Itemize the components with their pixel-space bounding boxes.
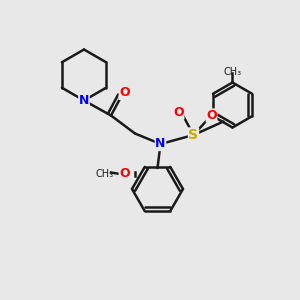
Text: CH₃: CH₃: [96, 169, 114, 179]
Text: N: N: [79, 94, 89, 107]
Text: CH₃: CH₃: [224, 67, 242, 77]
Text: N: N: [155, 137, 166, 151]
Text: O: O: [119, 167, 130, 181]
Text: O: O: [206, 109, 217, 122]
Text: O: O: [173, 106, 184, 119]
Text: O: O: [119, 86, 130, 100]
Text: S: S: [188, 128, 199, 142]
